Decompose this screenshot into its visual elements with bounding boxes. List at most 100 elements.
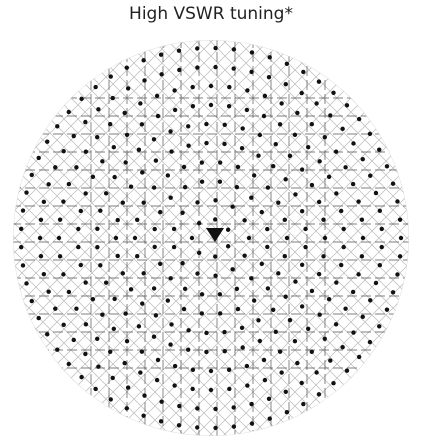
hatch-line	[13, 40, 68, 436]
tuning-point	[316, 271, 322, 277]
tuning-point	[93, 84, 98, 90]
tuning-point	[180, 260, 185, 266]
tuning-point	[196, 220, 202, 226]
hatch-line	[130, 40, 409, 436]
hatch-line	[396, 40, 409, 436]
tuning-point	[199, 292, 205, 297]
tuning-point	[108, 397, 113, 402]
tuning-point	[333, 322, 339, 327]
tuning-point	[282, 217, 287, 223]
tuning-point	[124, 338, 130, 344]
tuning-point	[213, 273, 218, 278]
tuning-point	[213, 406, 218, 412]
tuning-point	[283, 294, 288, 299]
tuning-point	[217, 311, 223, 316]
tuning-point	[96, 107, 101, 112]
tuning-point	[176, 423, 182, 428]
tuning-point	[112, 174, 117, 180]
tuning-point	[397, 217, 403, 222]
hatch-line	[312, 40, 409, 436]
tuning-point	[314, 370, 319, 375]
tuning-point	[356, 272, 361, 277]
tuning-point	[122, 110, 127, 116]
hatch-line	[74, 40, 409, 436]
tuning-point	[334, 191, 339, 196]
tuning-point	[299, 304, 305, 309]
tuning-point	[373, 280, 379, 286]
tuning-point	[186, 143, 191, 148]
tuning-point	[384, 164, 390, 169]
tuning-point	[261, 357, 267, 363]
hatch-line	[214, 40, 409, 436]
tuning-point	[29, 172, 34, 178]
tuning-point	[230, 204, 235, 209]
tuning-point	[158, 419, 164, 424]
tuning-point	[95, 336, 100, 341]
tuning-point	[299, 167, 305, 172]
tuning-point	[367, 131, 373, 137]
tuning-point	[189, 235, 195, 241]
tuning-point	[132, 235, 138, 241]
tuning-point	[309, 182, 315, 188]
tuning-point	[46, 289, 51, 294]
tuning-point	[172, 383, 177, 388]
tuning-point	[171, 226, 177, 232]
tuning-point	[159, 72, 164, 77]
tuning-point	[317, 312, 322, 317]
tuning-point	[24, 190, 29, 195]
hatch-line	[88, 40, 409, 436]
tuning-point	[74, 165, 79, 170]
tuning-point	[190, 84, 195, 90]
hatch-line	[340, 40, 409, 436]
tuning-point	[98, 263, 103, 268]
hatch-line	[13, 40, 264, 436]
tuning-point	[293, 192, 298, 197]
tuning-point	[261, 113, 267, 119]
hatch-line	[13, 40, 194, 436]
hatch-line	[13, 40, 409, 436]
tuning-point	[360, 235, 366, 241]
tuning-point	[299, 90, 304, 96]
tuning-point	[115, 217, 120, 223]
tuning-point	[151, 334, 157, 339]
tuning-point	[165, 298, 171, 303]
tuning-point	[306, 145, 311, 150]
tuning-point	[316, 392, 322, 397]
tuning-point	[158, 261, 163, 267]
hatch-line	[13, 40, 236, 436]
tuning-point	[112, 296, 117, 302]
tuning-point	[257, 132, 263, 138]
tuning-point	[124, 65, 129, 70]
tuning-point	[368, 298, 373, 303]
hatch-line	[46, 40, 409, 436]
tuning-point	[249, 421, 255, 426]
tuning-point	[326, 296, 332, 302]
tuning-point	[45, 332, 50, 337]
tuning-point	[177, 403, 182, 409]
hatch-line	[382, 40, 409, 436]
hatch-line	[13, 40, 390, 436]
tuning-point	[287, 153, 293, 158]
tuning-point	[195, 406, 200, 411]
tuning-point	[340, 126, 345, 132]
tuning-point	[331, 381, 336, 386]
tuning-point	[20, 263, 26, 268]
hatch-line	[368, 40, 409, 436]
tuning-point	[279, 370, 284, 375]
tuning-point	[256, 318, 261, 323]
tuning-point	[66, 109, 71, 115]
tuning-point	[120, 200, 126, 205]
tuning-point	[339, 262, 344, 268]
tuning-point	[168, 276, 173, 281]
tuning-point	[125, 385, 131, 390]
hatch-line	[13, 40, 96, 436]
tuning-point	[359, 217, 365, 222]
hatch-line	[13, 40, 40, 436]
tuning-point	[41, 271, 47, 277]
tuning-point	[153, 158, 159, 163]
hatch-line	[13, 40, 278, 436]
tuning-point	[328, 113, 333, 118]
hatch-line	[60, 40, 409, 436]
tuning-point	[292, 132, 298, 138]
tuning-point	[181, 306, 187, 312]
